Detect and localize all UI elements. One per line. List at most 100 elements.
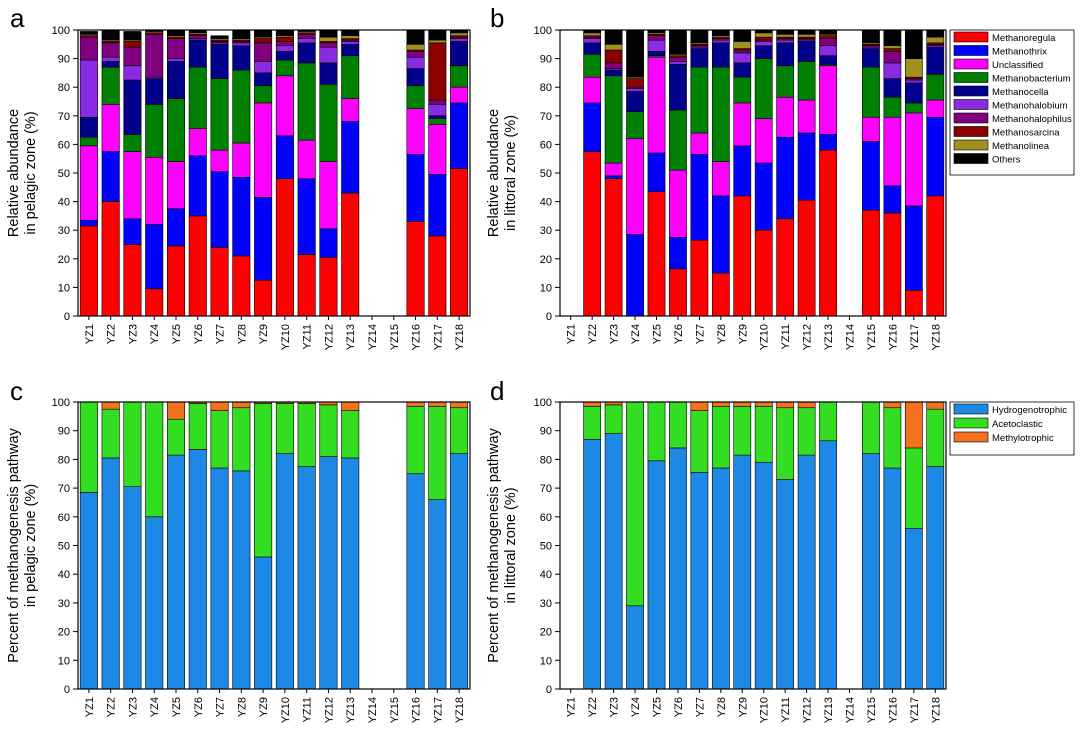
- xtick-label: YZ11: [302, 324, 314, 349]
- panel-letter: b: [490, 3, 504, 33]
- xtick-label: YZ8: [716, 697, 728, 717]
- bar-b-YZ5-s5: [647, 39, 666, 52]
- bar-a-YZ11-s5: [297, 38, 316, 44]
- legend-label: Methanolinea: [992, 141, 1050, 152]
- xtick-label: YZ4: [630, 324, 642, 344]
- bar-a-YZ18-s8: [450, 32, 469, 37]
- bar-b-YZ13-s2: [819, 65, 837, 135]
- bar-b-YZ2-s8: [583, 32, 602, 37]
- bar-c-YZ11-s0: [297, 466, 316, 690]
- bar-d-YZ8-s1: [711, 406, 730, 469]
- xtick-label: YZ2: [106, 324, 118, 344]
- bar-c-YZ5-s2: [166, 401, 186, 420]
- ytick-label: 70: [540, 111, 552, 123]
- bars-c: [79, 401, 469, 690]
- bar-a-YZ7-s3: [210, 78, 229, 151]
- legend-label: Unclassified: [992, 60, 1043, 71]
- chart-panel-d: 0 10 20 30 40 50 60 70 80 90 100 YZ1 YZ2 YZ3 YZ4 YZ5 YZ6…: [486, 376, 1075, 723]
- y-axis-label: Relative abundance: [6, 109, 22, 237]
- legend-swatch: [953, 126, 989, 137]
- bar-a-YZ4-s6: [145, 33, 164, 78]
- legend-d: Hydrogenotrophic Acetoclastic Methylotroph…: [949, 401, 1075, 456]
- bar-d-YZ8-s0: [711, 467, 730, 690]
- bar-a-YZ10-s4: [275, 51, 294, 61]
- bar-a-YZ1-s5: [79, 59, 98, 118]
- bar-b-YZ15-s2: [862, 116, 880, 142]
- bar-a-YZ5-s4: [166, 61, 186, 99]
- bar-a-YZ3-s9: [123, 31, 142, 41]
- bar-b-YZ11-s1: [776, 136, 795, 220]
- bar-b-YZ13-s7: [819, 35, 837, 39]
- ytick-label: 60: [58, 139, 70, 151]
- ytick-label: 60: [540, 512, 552, 524]
- xtick-label: YZ15: [389, 697, 401, 723]
- xtick-label: YZ8: [716, 324, 728, 344]
- bar-a-YZ16-s6: [406, 51, 425, 58]
- bar-b-YZ2-s5: [583, 38, 602, 44]
- bar-a-YZ2-s0: [101, 201, 120, 317]
- bar-a-YZ18-s2: [450, 86, 469, 104]
- bar-a-YZ17-s9: [428, 29, 447, 41]
- bar-b-YZ18-s1: [926, 116, 945, 197]
- xtick-label: YZ12: [802, 324, 814, 350]
- ytick-label: 50: [540, 168, 552, 180]
- bar-a-YZ12-s0: [319, 257, 338, 317]
- bar-a-YZ7-s9: [210, 35, 229, 39]
- legend-swatch: [953, 139, 989, 151]
- bar-b-YZ10-s4: [754, 45, 773, 59]
- bar-d-YZ17-s2: [904, 401, 923, 449]
- legend-label: Methanohalophilus: [992, 114, 1072, 125]
- xtick-label: YZ17: [432, 697, 444, 723]
- xtick-label: YZ6: [673, 324, 685, 344]
- xtick-label: YZ9: [258, 324, 270, 344]
- bar-b-YZ10-s2: [754, 118, 773, 164]
- bar-a-YZ13-s8: [341, 35, 360, 39]
- legend-swatch: [953, 417, 989, 429]
- legend-label: Methanobacterium: [992, 74, 1071, 85]
- bar-b-YZ16-s0: [883, 212, 902, 317]
- bar-b-YZ16-s1: [883, 185, 902, 214]
- bar-a-YZ9-s6: [254, 42, 273, 62]
- ytick-label: 0: [64, 684, 70, 696]
- bar-d-YZ8-s2: [711, 401, 730, 407]
- bar-b-YZ6-s4: [669, 64, 687, 111]
- legend-label: Methanothrix: [992, 47, 1047, 58]
- ytick-label: 50: [58, 541, 70, 553]
- xtick-label: YZ1: [84, 697, 96, 717]
- bar-b-YZ13-s1: [819, 134, 837, 151]
- xtick-label: YZ12: [323, 697, 335, 723]
- legend-swatch: [953, 72, 989, 83]
- bar-c-YZ17-s2: [428, 401, 447, 407]
- xtick-label: YZ5: [652, 324, 664, 344]
- bar-c-YZ3-s0: [123, 486, 142, 690]
- bar-a-YZ9-s2: [254, 102, 273, 198]
- bar-c-YZ1-s0: [79, 492, 98, 690]
- bar-c-YZ17-s0: [428, 499, 447, 690]
- bar-a-YZ6-s1: [188, 155, 207, 217]
- bar-d-YZ11-s2: [776, 401, 795, 409]
- bar-a-YZ1-s9: [79, 31, 98, 35]
- bar-c-YZ18-s1: [450, 407, 469, 454]
- bar-c-YZ8-s2: [232, 401, 251, 409]
- xtick-label: YZ17: [432, 324, 444, 350]
- bar-a-YZ17-s8: [428, 39, 447, 44]
- bar-a-YZ17-s0: [428, 235, 447, 317]
- ytick-label: 10: [540, 282, 552, 294]
- xtick-label: YZ16: [887, 697, 899, 723]
- bar-b-YZ17-s8: [904, 58, 923, 78]
- xtick-label: YZ7: [215, 697, 227, 717]
- legend-swatch: [953, 31, 989, 43]
- ytick-label: 0: [546, 311, 552, 323]
- bar-b-YZ16-s4: [883, 78, 902, 98]
- xtick-label: YZ2: [106, 697, 118, 717]
- bar-d-YZ17-s0: [904, 527, 923, 690]
- bar-a-YZ18-s4: [450, 41, 469, 67]
- ytick-label: 90: [540, 54, 552, 66]
- bar-c-YZ7-s2: [210, 401, 229, 411]
- bar-a-YZ5-s0: [166, 245, 186, 317]
- bar-a-YZ10-s2: [275, 75, 294, 137]
- bar-b-YZ17-s2: [904, 112, 923, 207]
- ytick-label: 90: [58, 54, 70, 66]
- panel-letter: d: [490, 376, 504, 406]
- bar-b-YZ7-s1: [690, 154, 709, 241]
